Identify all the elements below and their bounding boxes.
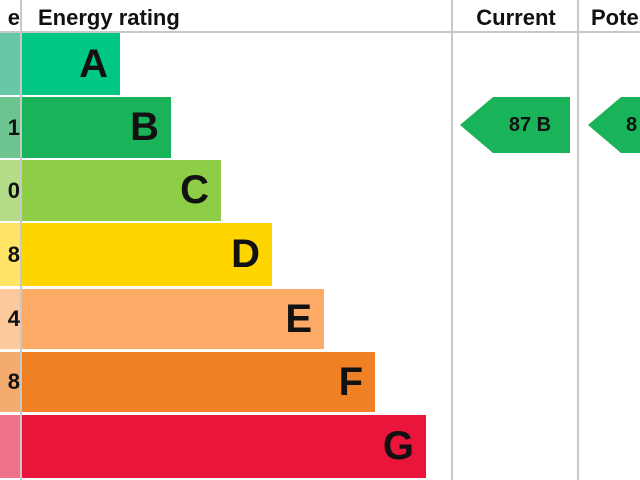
column-divider <box>577 0 579 480</box>
rating-letter: A <box>79 41 108 86</box>
potential-rating-label: 8 <box>626 113 638 136</box>
score-header: e <box>7 5 20 30</box>
current-header: Current <box>476 5 556 30</box>
column-divider <box>20 0 22 480</box>
rating-bar-b: B <box>22 97 171 158</box>
rating-letter: E <box>285 296 312 341</box>
column-divider <box>451 0 453 480</box>
rating-bar-c: C <box>22 160 221 221</box>
rating-bar-d: D <box>22 223 272 286</box>
rating-letter: F <box>338 359 363 404</box>
rating-bar-f: F <box>22 352 375 412</box>
header-divider <box>0 31 640 33</box>
score-cell <box>0 415 20 478</box>
score-cell: 1 <box>0 97 20 158</box>
rating-bar-g: G <box>22 415 426 478</box>
rating-bar-a: A <box>22 33 120 95</box>
score-cell <box>0 33 20 95</box>
energy-rating-header: Energy rating <box>38 5 180 30</box>
potential-rating-arrow: 8 <box>588 97 640 153</box>
current-rating-arrow: 87 B <box>460 97 570 153</box>
current-rating-label: 87 B <box>508 113 552 136</box>
score-cell: 8 <box>0 223 20 286</box>
rating-letter: G <box>382 424 414 468</box>
score-cell: 0 <box>0 160 20 221</box>
rating-letter: B <box>130 105 159 149</box>
score-cell: 8 <box>0 352 20 412</box>
score-cell: 4 <box>0 289 20 349</box>
rating-bar-e: E <box>22 289 324 349</box>
potential-header: Pote <box>591 5 639 30</box>
rating-letter: C <box>180 168 209 212</box>
rating-letter: D <box>231 232 260 276</box>
